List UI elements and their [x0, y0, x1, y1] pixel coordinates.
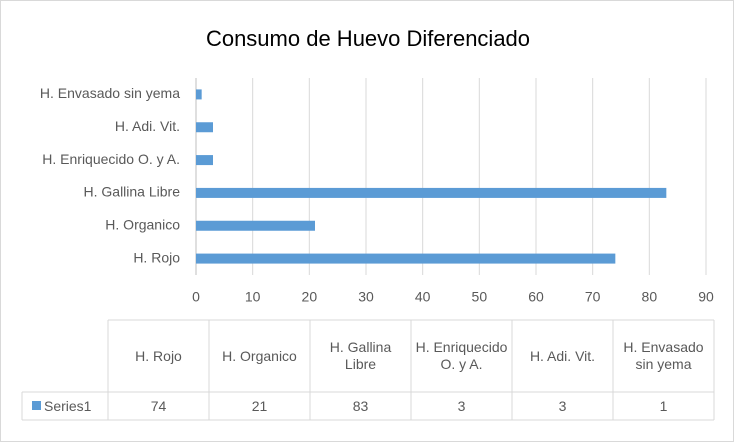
- x-tick-label: 30: [358, 289, 374, 305]
- bar: [196, 89, 202, 100]
- table-header: H. Adi. Vit.: [529, 347, 596, 364]
- x-tick-label: 10: [245, 289, 261, 305]
- bar: [196, 187, 667, 198]
- x-tick-label: 40: [415, 289, 431, 305]
- y-tick-label: H. Organico: [105, 216, 180, 232]
- table-header: H. Rojo: [135, 347, 182, 364]
- y-tick-label: H. Rojo: [133, 249, 180, 265]
- legend-key: [32, 401, 41, 410]
- y-tick-label: H. Envasado sin yema: [40, 85, 180, 101]
- table-value: 83: [352, 397, 369, 414]
- x-tick-label: 0: [192, 289, 200, 305]
- legend-label: Series1: [44, 397, 92, 414]
- table-header: H. Enriquecido O. y A.: [415, 339, 508, 372]
- x-tick-label: 70: [585, 289, 601, 305]
- y-tick-label: H. Adi. Vit.: [115, 118, 180, 134]
- x-tick-label: 90: [698, 289, 714, 305]
- chart-title: Consumo de Huevo Diferenciado: [206, 26, 530, 51]
- table-value: 1: [659, 397, 668, 414]
- table-header: H. Organico: [222, 347, 297, 364]
- table-header: H. Gallina Libre: [329, 339, 392, 372]
- y-tick-label: H. Gallina Libre: [84, 184, 181, 200]
- x-tick-label: 50: [472, 289, 488, 305]
- bar: [196, 155, 213, 166]
- x-tick-label: 80: [642, 289, 658, 305]
- bar: [196, 220, 315, 231]
- y-tick-label: H. Enriquecido O. y A.: [42, 151, 180, 167]
- table-value: 21: [251, 397, 268, 414]
- table-value: 74: [150, 397, 167, 414]
- x-tick-label: 20: [302, 289, 318, 305]
- table-header: H. Envasado sin yema: [623, 339, 704, 372]
- bar: [196, 253, 616, 264]
- table-value: 3: [558, 397, 567, 414]
- table-value: 3: [457, 397, 466, 414]
- bar: [196, 122, 213, 133]
- x-tick-label: 60: [528, 289, 544, 305]
